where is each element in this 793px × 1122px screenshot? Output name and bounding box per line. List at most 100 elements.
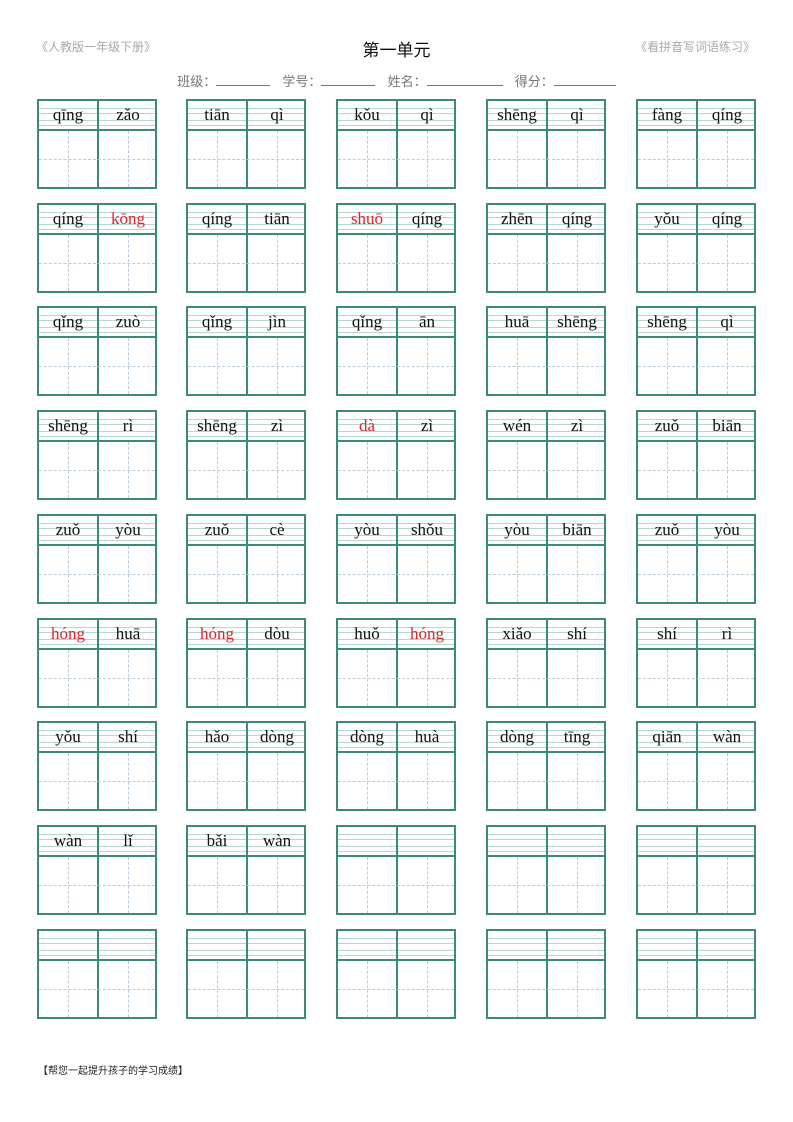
word-box[interactable]: zuǒ yòu (636, 514, 756, 604)
word-box[interactable] (486, 929, 606, 1019)
dashed-guide (338, 989, 454, 990)
pinyin-syllable: qíng (52, 209, 84, 228)
pinyin-syllable: ān (418, 312, 436, 331)
word-box[interactable]: shēng qì (636, 306, 756, 396)
dashed-guide (638, 885, 754, 886)
word-box[interactable]: hóng huā (37, 618, 157, 708)
cell-divider (696, 101, 698, 187)
student-id-blank[interactable] (321, 73, 376, 86)
dashed-guide (338, 885, 454, 886)
cell-divider (546, 101, 548, 187)
pinyin-syllable: tiān (264, 209, 290, 228)
cell-divider (396, 308, 398, 394)
word-box[interactable] (336, 929, 456, 1019)
word-box[interactable]: hóng dòu (186, 618, 306, 708)
word-box[interactable]: yòu biān (486, 514, 606, 604)
cell-divider (546, 205, 548, 291)
word-box[interactable]: qiān wàn (636, 721, 756, 811)
dashed-guide (39, 159, 155, 160)
word-box[interactable]: huǒ hóng (336, 618, 456, 708)
word-box[interactable]: qíng kōng (37, 203, 157, 293)
pinyin-syllable: qīng (52, 105, 84, 124)
word-box[interactable]: kǒu qì (336, 99, 456, 189)
pinyin-syllable: zuǒ (204, 520, 230, 539)
word-box[interactable]: zuǒ yòu (37, 514, 157, 604)
pinyin-syllable: xiǎo (502, 624, 532, 643)
class-blank[interactable] (216, 73, 271, 86)
pinyin-syllable: lǐ (123, 831, 133, 850)
pinyin-syllable: dòng (350, 727, 384, 746)
pinyin-syllable: yòu (504, 520, 530, 539)
pinyin-syllable: dòng (500, 727, 534, 746)
pinyin-syllable: qǐng (52, 312, 84, 331)
word-box[interactable]: zhēn qíng (486, 203, 606, 293)
word-box[interactable]: fàng qíng (636, 99, 756, 189)
dashed-guide (488, 678, 604, 679)
word-box[interactable]: shuō qíng (336, 203, 456, 293)
book-label: 《人教版一年级下册》 (36, 40, 157, 54)
word-box[interactable]: dà zì (336, 410, 456, 500)
word-box[interactable]: wàn lǐ (37, 825, 157, 915)
word-box[interactable]: qǐng jìn (186, 306, 306, 396)
dashed-guide (39, 470, 155, 471)
name-blank[interactable] (426, 73, 503, 86)
pinyin-syllable: wàn (262, 831, 292, 850)
cell-divider (396, 620, 398, 706)
word-box[interactable]: tiān qì (186, 99, 306, 189)
word-box[interactable]: dòng tīng (486, 721, 606, 811)
word-box[interactable]: wén zì (486, 410, 606, 500)
pinyin-syllable: qǐng (351, 312, 383, 331)
word-box[interactable]: xiǎo shí (486, 618, 606, 708)
word-box[interactable]: qǐng zuò (37, 306, 157, 396)
student-id-label: 学号： (282, 75, 322, 90)
word-box[interactable]: shēng zì (186, 410, 306, 500)
cell-divider (546, 412, 548, 498)
word-box[interactable]: qīng zǎo (37, 99, 157, 189)
word-box[interactable] (486, 825, 606, 915)
dashed-guide (488, 470, 604, 471)
cell-divider (97, 308, 99, 394)
word-box[interactable]: dòng huà (336, 721, 456, 811)
word-box[interactable] (636, 825, 756, 915)
class-field[interactable]: 班级： (177, 73, 271, 90)
word-box[interactable]: zuǒ biān (636, 410, 756, 500)
dashed-guide (488, 263, 604, 264)
pinyin-syllable: tīng (563, 727, 591, 746)
class-label: 班级： (177, 75, 217, 90)
word-box[interactable] (186, 929, 306, 1019)
cell-divider (97, 723, 99, 809)
cell-divider (696, 931, 698, 1017)
word-box[interactable]: yǒu shí (37, 721, 157, 811)
dashed-guide (638, 574, 754, 575)
word-box[interactable] (636, 929, 756, 1019)
word-box[interactable]: yòu shǒu (336, 514, 456, 604)
word-box[interactable]: shí rì (636, 618, 756, 708)
pinyin-syllable (99, 931, 157, 959)
dashed-guide (338, 678, 454, 679)
student-id-field[interactable]: 学号： (282, 73, 376, 90)
word-box[interactable]: bǎi wàn (186, 825, 306, 915)
pinyin-syllable: qì (720, 312, 734, 331)
score-field[interactable]: 得分： (515, 75, 616, 90)
word-box[interactable] (37, 929, 157, 1019)
pinyin-syllable: qíng (711, 209, 743, 228)
score-blank[interactable] (553, 73, 616, 86)
word-box[interactable] (336, 825, 456, 915)
word-box[interactable]: hǎo dòng (186, 721, 306, 811)
name-field[interactable]: 姓名： (388, 75, 503, 90)
word-box[interactable]: yǒu qíng (636, 203, 756, 293)
word-box[interactable]: shēng qì (486, 99, 606, 189)
pinyin-syllable: dà (358, 416, 376, 435)
pinyin-syllable (398, 931, 456, 959)
word-box[interactable]: qíng tiān (186, 203, 306, 293)
dashed-guide (338, 366, 454, 367)
pinyin-syllable: shí (657, 624, 677, 643)
word-box[interactable]: huā shēng (486, 306, 606, 396)
cell-divider (97, 827, 99, 913)
word-box[interactable]: qǐng ān (336, 306, 456, 396)
pinyin-syllable: zuò (115, 312, 141, 331)
cell-divider (546, 308, 548, 394)
word-box[interactable]: zuǒ cè (186, 514, 306, 604)
word-box[interactable]: shēng rì (37, 410, 157, 500)
pinyin-syllable: fàng (651, 105, 683, 124)
